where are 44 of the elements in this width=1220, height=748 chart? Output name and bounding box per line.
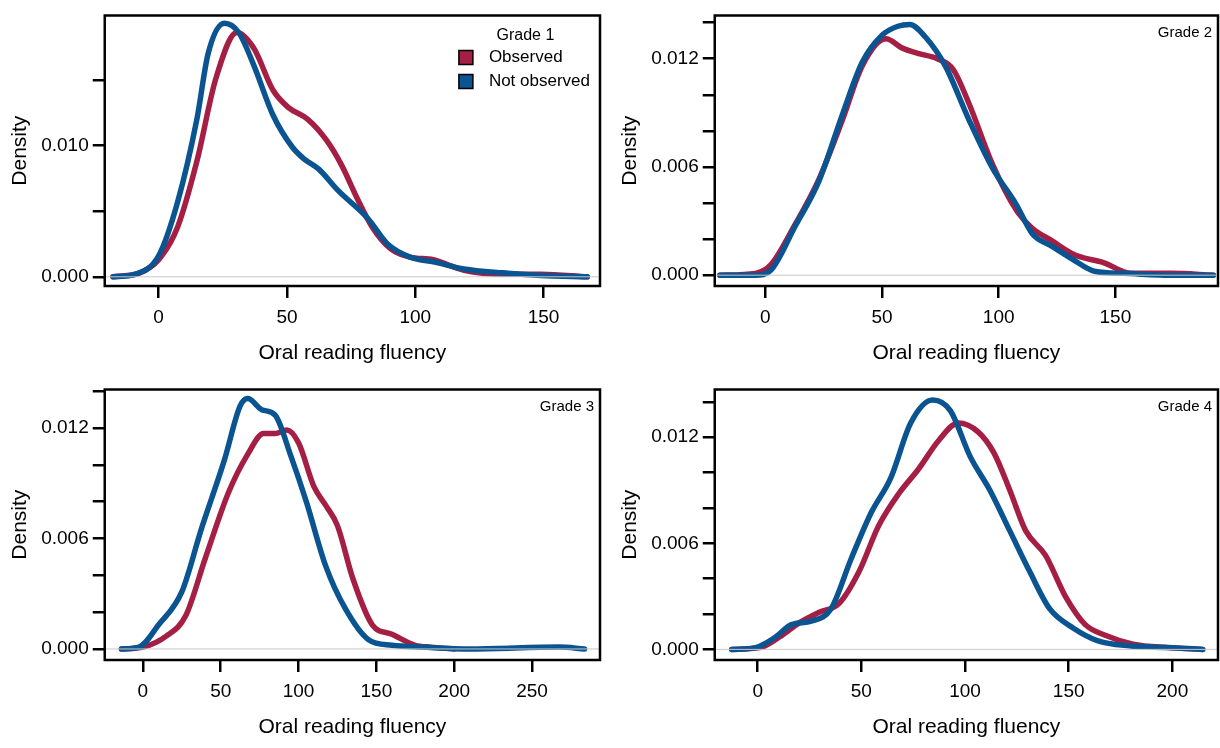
- legend-label: Observed: [488, 47, 563, 67]
- x-axis-title: Oral reading fluency: [872, 714, 1061, 738]
- y-tick-label: 0.012: [651, 425, 699, 447]
- x-tick-label: 100: [982, 305, 1015, 327]
- x-axis-title: Oral reading fluency: [872, 340, 1061, 364]
- annotation: Grade 2: [1157, 23, 1212, 41]
- y-tick-label: 0.010: [41, 133, 89, 155]
- x-tick-label: 150: [527, 305, 560, 327]
- y-axis-title: Density: [7, 115, 31, 186]
- y-tick-label: 0.006: [651, 155, 699, 177]
- x-tick-label: 150: [1052, 679, 1085, 701]
- y-tick-label: 0.006: [651, 531, 699, 553]
- y-axis-title: Density: [617, 115, 641, 186]
- x-tick-label: 250: [516, 679, 548, 701]
- x-tick-label: 100: [399, 305, 432, 327]
- y-tick-label: 0.012: [651, 46, 699, 68]
- y-tick-label: 0.000: [41, 637, 89, 659]
- x-tick-label: 0: [153, 305, 164, 327]
- x-axis-title: Oral reading fluency: [258, 340, 447, 364]
- y-tick-label: 0.012: [41, 416, 89, 438]
- x-tick-label: 50: [871, 305, 893, 327]
- x-tick-label: 150: [1099, 305, 1132, 327]
- y-tick-label: 0.000: [651, 637, 699, 659]
- x-axis-title: Oral reading fluency: [258, 714, 447, 738]
- legend-label: Not observed: [488, 71, 591, 91]
- y-axis-title: Density: [7, 489, 31, 560]
- annotation: Grade 4: [1157, 397, 1212, 415]
- x-tick-label: 50: [276, 305, 298, 327]
- annotation: Grade 3: [539, 397, 594, 415]
- legend-title: Grade 1: [496, 25, 555, 43]
- x-tick-label: 100: [282, 679, 315, 701]
- y-tick-label: 0.000: [41, 265, 89, 287]
- x-tick-label: 100: [949, 679, 981, 701]
- x-tick-label: 50: [850, 679, 872, 701]
- x-tick-label: 0: [752, 679, 763, 701]
- y-axis-title: Density: [617, 489, 641, 560]
- y-tick-label: 0.000: [651, 263, 699, 285]
- x-tick-label: 50: [210, 679, 232, 701]
- x-tick-label: 150: [360, 679, 393, 701]
- y-tick-label: 0.006: [41, 526, 89, 548]
- x-tick-label: 0: [137, 679, 149, 701]
- x-tick-label: 0: [760, 305, 771, 327]
- x-tick-label: 200: [438, 679, 471, 701]
- x-tick-label: 200: [1156, 679, 1189, 701]
